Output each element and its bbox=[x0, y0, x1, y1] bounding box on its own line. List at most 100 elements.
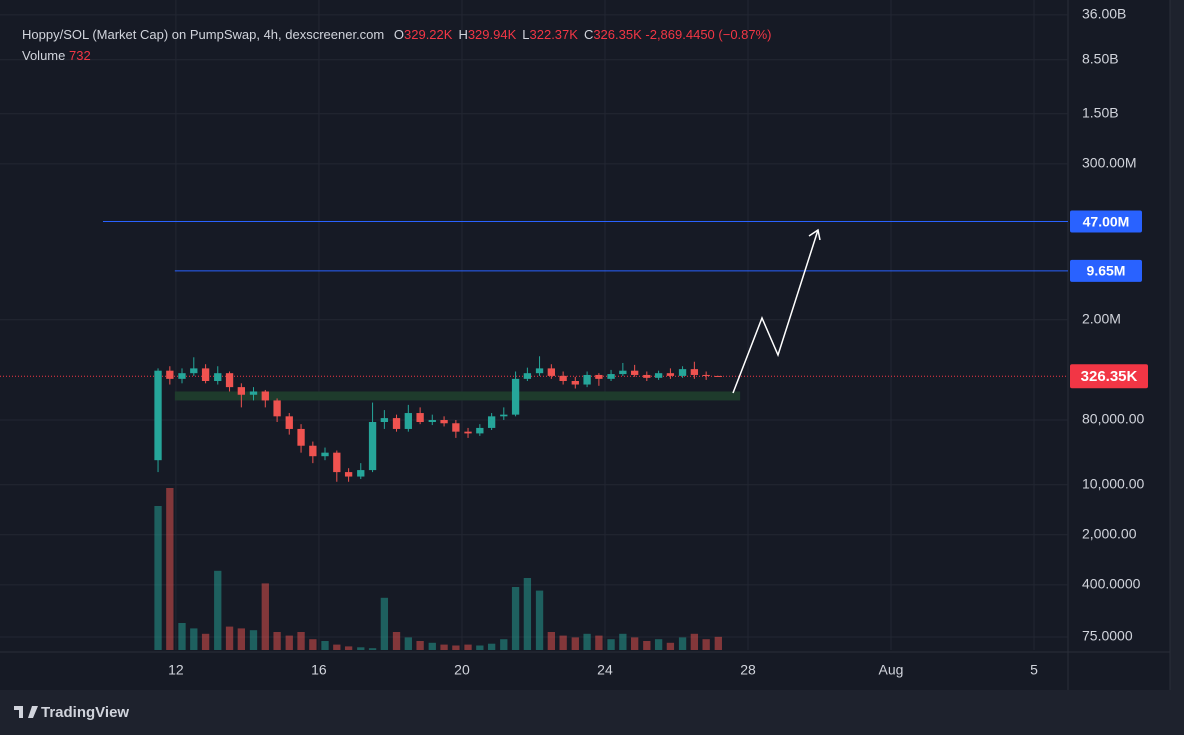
volume-bar bbox=[678, 637, 687, 650]
volume-bar bbox=[595, 635, 603, 650]
volume-bar bbox=[154, 506, 162, 650]
volume-bar bbox=[559, 635, 567, 650]
chart-legend: Hoppy/SOL (Market Cap) on PumpSwap, 4h, … bbox=[22, 24, 772, 66]
candle-body bbox=[333, 452, 341, 473]
volume-bar bbox=[666, 642, 675, 650]
candle-body bbox=[309, 445, 317, 457]
volume-bar bbox=[476, 645, 484, 650]
volume-bar bbox=[643, 641, 651, 650]
candle-body bbox=[666, 373, 675, 376]
candle-body bbox=[344, 472, 353, 477]
candle-body bbox=[654, 373, 663, 378]
volume-bar bbox=[178, 623, 186, 650]
candle-body bbox=[607, 374, 615, 379]
grid bbox=[0, 0, 1068, 650]
candle-body bbox=[559, 375, 567, 382]
y-tick-label: 400.0000 bbox=[1082, 576, 1141, 592]
candle-body bbox=[214, 373, 222, 382]
candle-body bbox=[523, 373, 532, 379]
last-price-box bbox=[1070, 364, 1148, 389]
volume-bar bbox=[261, 583, 269, 650]
candle-body bbox=[464, 431, 472, 434]
candle-body bbox=[190, 368, 198, 374]
volume-layer bbox=[154, 488, 722, 650]
candle-body bbox=[595, 374, 603, 379]
y-tick-label: 75.0000 bbox=[1082, 628, 1133, 644]
volume-bar bbox=[511, 587, 520, 650]
candle-body bbox=[571, 381, 579, 385]
volume-bar bbox=[333, 644, 341, 650]
candle-body bbox=[678, 369, 687, 376]
candle-body bbox=[249, 391, 258, 395]
volume-bar bbox=[380, 597, 389, 650]
volume-bar bbox=[500, 639, 508, 650]
candle-body bbox=[154, 370, 162, 461]
volume-bar bbox=[273, 632, 281, 650]
y-tick-label: 36.00B bbox=[1082, 6, 1126, 22]
volume-bar bbox=[523, 578, 532, 650]
candle-body bbox=[500, 414, 508, 417]
last-price-label: 326.35K bbox=[1081, 368, 1138, 385]
price-label: 47.00M bbox=[1083, 213, 1130, 229]
ohlc-value: 329.94K bbox=[467, 27, 517, 42]
ohlc: O329.22K H329.94K L322.37K C326.35K bbox=[388, 27, 642, 42]
volume-bar bbox=[583, 633, 591, 650]
candle-body bbox=[178, 373, 186, 379]
legend-row: Hoppy/SOL (Market Cap) on PumpSwap, 4h, … bbox=[22, 24, 772, 45]
volume-bar bbox=[237, 628, 246, 650]
brand-name: TradingView bbox=[41, 704, 129, 721]
volume-bar bbox=[654, 639, 663, 650]
volume-bar bbox=[440, 644, 448, 650]
legend-row: Volume 732 bbox=[22, 45, 772, 66]
ohlc-key: L bbox=[522, 27, 530, 42]
brand-logo bbox=[14, 706, 38, 718]
x-tick-label: Aug bbox=[879, 662, 904, 678]
chart-panel bbox=[0, 0, 1170, 690]
volume-bar bbox=[190, 628, 198, 650]
volume-bar bbox=[630, 637, 639, 650]
candle-body bbox=[297, 428, 305, 446]
volume-bar bbox=[416, 641, 424, 650]
volume-bar bbox=[392, 632, 401, 650]
change: -2,869.4450 (−0.87%) bbox=[645, 27, 772, 42]
candle-body bbox=[702, 374, 710, 376]
candle-body bbox=[440, 419, 448, 424]
ohlc-key: O bbox=[393, 27, 404, 42]
zone bbox=[174, 391, 741, 401]
volume-bar bbox=[714, 636, 722, 650]
candle-body bbox=[225, 373, 234, 388]
series-title: Hoppy/SOL (Market Cap) on PumpSwap, 4h, … bbox=[22, 27, 385, 42]
candle-layer bbox=[154, 356, 722, 482]
candle-body bbox=[690, 369, 699, 375]
x-tick-label: 5 bbox=[1030, 662, 1038, 678]
candle-body bbox=[487, 416, 496, 428]
candle-body bbox=[416, 413, 424, 423]
ohlc-value: 329.22K bbox=[404, 27, 453, 42]
volume-name: Volume bbox=[22, 48, 66, 63]
candle-body bbox=[392, 418, 401, 429]
volume-bar bbox=[201, 633, 210, 650]
axis-layer: 36.00B 8.50B 1.50B 300.00M 2.00M 80,000.00 10,… bbox=[168, 6, 1148, 678]
candle-body bbox=[619, 370, 627, 375]
volume-bar bbox=[428, 642, 436, 650]
y-tick-label: 1.50B bbox=[1082, 104, 1119, 120]
price-label-box bbox=[1070, 259, 1142, 282]
ohlc-value: 326.35K bbox=[593, 27, 642, 42]
y-tick-label: 300.00M bbox=[1082, 155, 1136, 171]
candle-body bbox=[380, 418, 389, 423]
candle-body bbox=[201, 368, 210, 382]
candle-body bbox=[368, 422, 377, 471]
arrow-head bbox=[808, 228, 821, 241]
volume-bar bbox=[619, 633, 627, 650]
candle-body bbox=[404, 413, 412, 429]
price-label: 9.65M bbox=[1087, 263, 1126, 279]
volume-bar bbox=[535, 590, 544, 650]
volume-bar bbox=[297, 632, 305, 650]
x-tick-label: 24 bbox=[597, 662, 613, 678]
x-tick-label: 16 bbox=[311, 662, 327, 678]
y-tick-label: 2.00M bbox=[1082, 311, 1121, 327]
x-tick-label: 28 bbox=[740, 662, 756, 678]
candle-body bbox=[535, 368, 544, 374]
y-tick-label: 10,000.00 bbox=[1082, 475, 1144, 491]
